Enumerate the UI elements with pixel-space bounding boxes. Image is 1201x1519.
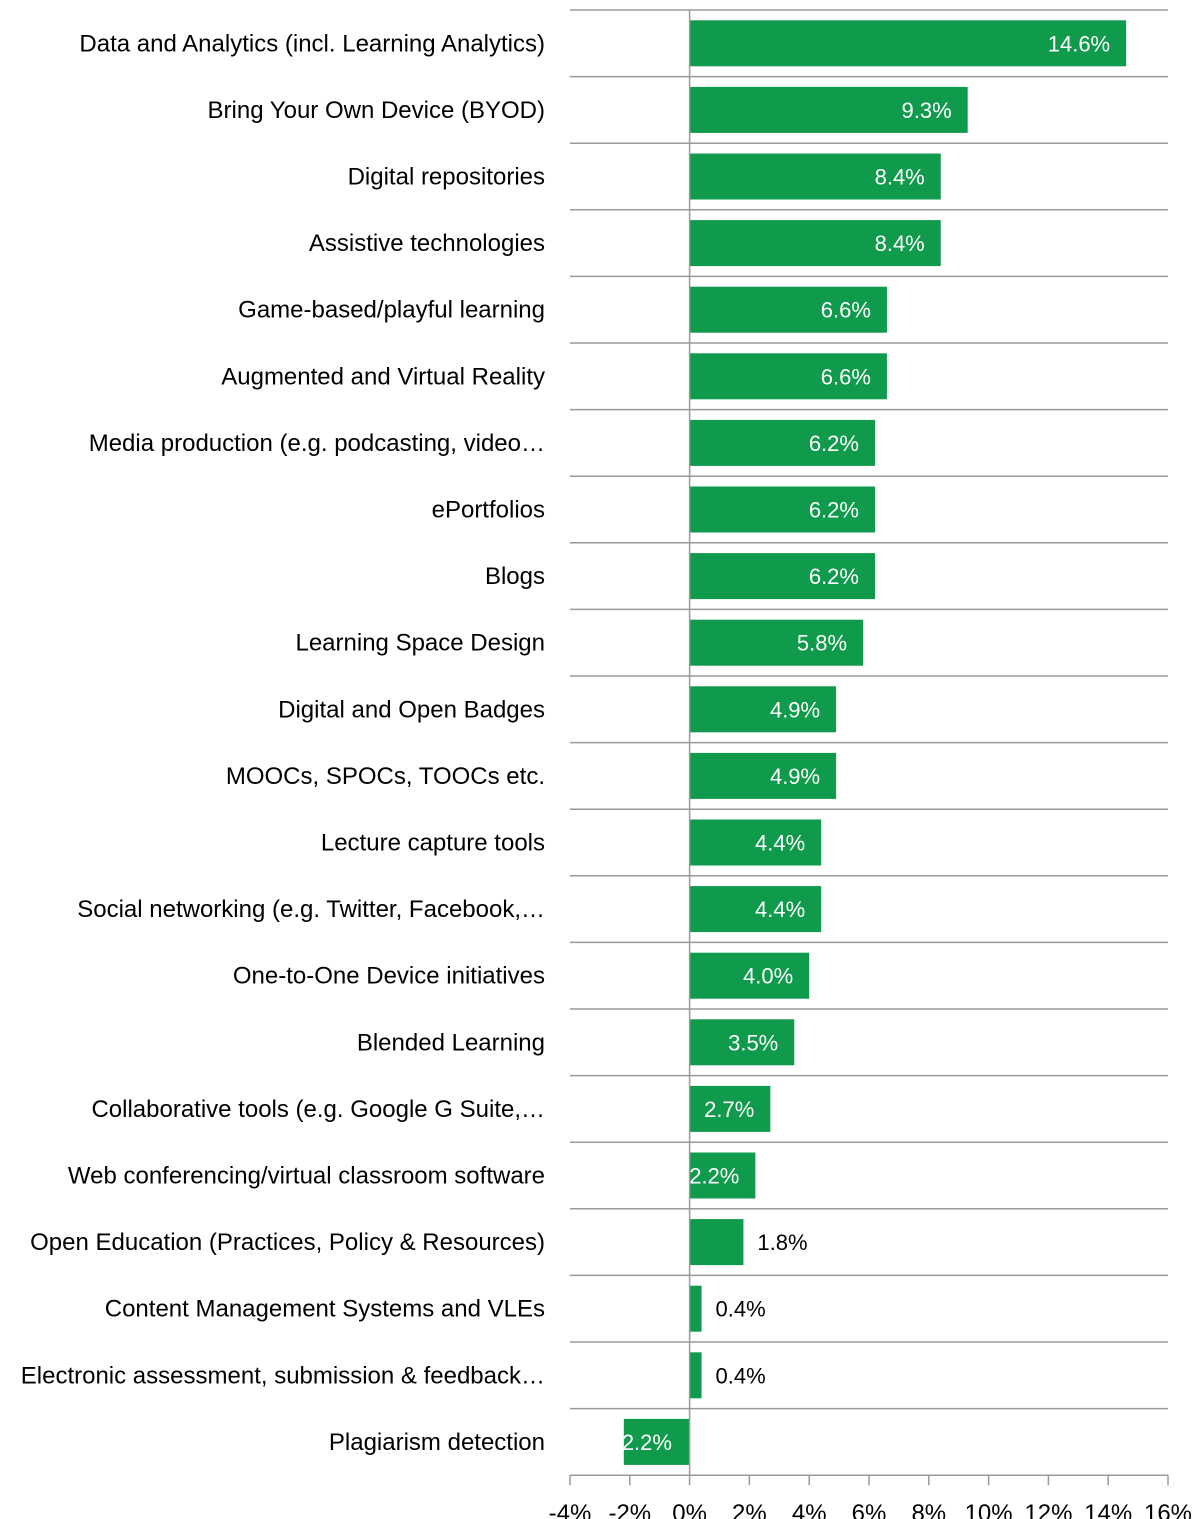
data-label: 4.9% xyxy=(770,764,820,789)
bar xyxy=(689,1019,795,1066)
category-label: Electronic assessment, submission & feed… xyxy=(21,1362,545,1389)
bar xyxy=(689,553,875,600)
x-tick-label: 6% xyxy=(852,1500,887,1519)
category-label: Web conferencing/virtual classroom softw… xyxy=(68,1163,545,1190)
bar xyxy=(689,819,822,866)
x-tick-label: 12% xyxy=(1024,1500,1072,1519)
data-label: 5.8% xyxy=(797,631,847,656)
data-label: 6.6% xyxy=(821,298,871,323)
bar xyxy=(689,220,941,267)
bar xyxy=(689,20,1127,67)
bar xyxy=(689,952,810,999)
category-label: Open Education (Practices, Policy & Reso… xyxy=(30,1229,545,1256)
bar xyxy=(689,1085,771,1132)
bar xyxy=(689,486,875,533)
data-label: 3.5% xyxy=(728,1030,778,1055)
category-label: Digital and Open Badges xyxy=(278,696,545,723)
bar xyxy=(689,353,887,400)
category-label: Digital repositories xyxy=(348,164,545,191)
category-label: Collaborative tools (e.g. Google G Suite… xyxy=(91,1096,545,1123)
category-label: One-to-One Device initiatives xyxy=(233,963,545,990)
bar xyxy=(623,1418,690,1465)
x-tick-label: -4% xyxy=(549,1500,592,1519)
category-label: Lecture capture tools xyxy=(321,830,545,857)
data-label: 4.0% xyxy=(743,964,793,989)
data-label: 9.3% xyxy=(902,98,952,123)
category-label: ePortfolios xyxy=(432,497,545,524)
data-label: 1.8% xyxy=(757,1230,807,1255)
bar xyxy=(689,1219,744,1266)
bar xyxy=(689,1152,756,1199)
data-label: 0.4% xyxy=(716,1363,766,1388)
category-label: MOOCs, SPOCs, TOOCs etc. xyxy=(226,763,545,790)
category-label: Bring Your Own Device (BYOD) xyxy=(208,97,545,124)
bar xyxy=(689,153,941,200)
category-label: Content Management Systems and VLEs xyxy=(105,1296,545,1323)
bar xyxy=(689,886,822,933)
x-tick-label: 16% xyxy=(1144,1500,1192,1519)
data-label: 0.4% xyxy=(716,1297,766,1322)
bar xyxy=(689,1285,702,1332)
category-label: Game-based/playful learning xyxy=(238,297,545,324)
x-tick-label: 2% xyxy=(732,1500,767,1519)
bar xyxy=(689,752,837,799)
bar xyxy=(689,286,887,333)
category-label: Augmented and Virtual Reality xyxy=(221,363,545,390)
x-tick-label: 0% xyxy=(672,1500,707,1519)
data-label: 6.2% xyxy=(809,498,859,523)
data-label: 8.4% xyxy=(875,165,925,190)
x-tick-label: 14% xyxy=(1084,1500,1132,1519)
x-tick-label: 4% xyxy=(792,1500,827,1519)
category-label: Social networking (e.g. Twitter, Faceboo… xyxy=(77,896,545,923)
data-label: 4.4% xyxy=(755,831,805,856)
category-label: Assistive technologies xyxy=(309,230,545,257)
data-label: 14.6% xyxy=(1048,31,1110,56)
data-label: 8.4% xyxy=(875,231,925,256)
x-tick-label: -2% xyxy=(608,1500,651,1519)
data-label: 2.7% xyxy=(704,1097,754,1122)
data-label: 2.2% xyxy=(689,1164,739,1189)
category-label: Blended Learning xyxy=(357,1029,545,1056)
x-tick-label: 8% xyxy=(911,1500,946,1519)
data-label: 6.2% xyxy=(809,564,859,589)
bar xyxy=(689,686,837,733)
x-tick-label: 10% xyxy=(965,1500,1013,1519)
category-label: Blogs xyxy=(485,563,545,590)
data-label: 6.6% xyxy=(821,364,871,389)
category-label: Data and Analytics (incl. Learning Analy… xyxy=(79,30,545,57)
data-label: 4.4% xyxy=(755,897,805,922)
category-label: Plagiarism detection xyxy=(329,1429,545,1456)
bar xyxy=(689,86,968,133)
bar xyxy=(689,419,875,466)
data-label: 4.9% xyxy=(770,697,820,722)
bar xyxy=(689,1352,702,1399)
category-label: Learning Space Design xyxy=(295,630,545,657)
bar xyxy=(689,619,864,666)
data-label: 6.2% xyxy=(809,431,859,456)
category-label: Media production (e.g. podcasting, video… xyxy=(89,430,545,457)
data-label: 2.2% xyxy=(622,1430,672,1455)
